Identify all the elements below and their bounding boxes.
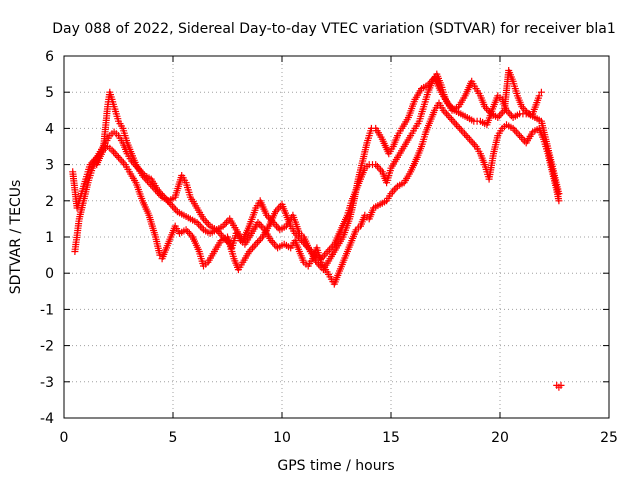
data-point	[196, 222, 204, 230]
data-point	[457, 126, 465, 134]
x-tick-label: 15	[382, 430, 400, 446]
data-point	[249, 244, 257, 252]
data-point	[461, 130, 469, 138]
y-tick-label: 2	[45, 194, 54, 210]
x-tick-label: 5	[169, 430, 178, 446]
x-tick-label: 20	[491, 430, 509, 446]
data-point	[449, 117, 457, 125]
y-tick-label: -1	[40, 302, 54, 318]
y-tick-label: 3	[45, 158, 54, 174]
data-point	[169, 202, 176, 210]
x-tick-label: 25	[600, 430, 618, 446]
data-point	[373, 162, 381, 170]
data-point	[254, 238, 261, 246]
chart-title: Day 088 of 2022, Sidereal Day-to-day VTE…	[52, 21, 615, 37]
y-tick-label: -2	[40, 339, 54, 355]
y-tick-label: 6	[45, 49, 54, 65]
data-point	[118, 157, 126, 165]
data-point	[496, 112, 503, 120]
data-point	[537, 88, 545, 96]
data-point	[535, 92, 543, 100]
y-tick-label: -3	[40, 375, 54, 391]
data-point	[470, 141, 478, 149]
y-tick-label: 0	[45, 266, 54, 282]
data-point	[467, 137, 475, 145]
data-point	[555, 190, 563, 198]
data-point	[514, 130, 522, 138]
axis-ticks: 0 5 10 15 20 25 -4 -3 -2 -1 0 1 2 3 4 5 6	[40, 49, 618, 446]
data-point	[469, 139, 477, 147]
data-point	[116, 155, 124, 163]
data-point	[255, 237, 263, 245]
data-point	[462, 132, 470, 140]
data-point	[184, 228, 192, 236]
data-point	[454, 123, 462, 131]
data-point	[115, 153, 122, 161]
data-point	[257, 222, 265, 230]
data-point	[222, 219, 230, 226]
data-point	[456, 124, 464, 132]
data-point	[451, 119, 459, 127]
series-track-c	[93, 74, 545, 274]
data-point	[119, 159, 127, 167]
data-point	[441, 108, 449, 116]
data-point	[557, 381, 565, 389]
data-point	[322, 249, 330, 257]
data-point	[507, 112, 515, 120]
data-point	[110, 148, 118, 156]
data-markers	[69, 67, 565, 391]
y-tick-label: 5	[45, 85, 54, 101]
data-point	[372, 161, 380, 169]
y-tick-label: 1	[45, 230, 54, 246]
series-outlier	[553, 381, 565, 391]
data-point	[147, 181, 155, 188]
x-tick-label: 10	[273, 430, 291, 446]
data-point	[512, 128, 520, 136]
x-tick-label: 0	[60, 430, 69, 446]
data-point	[452, 121, 460, 129]
data-point	[156, 251, 164, 259]
series-track-a	[69, 99, 563, 288]
data-point	[443, 110, 451, 118]
data-point	[375, 164, 383, 172]
y-tick-label: 4	[45, 121, 54, 137]
data-point	[555, 197, 563, 205]
data-point	[203, 219, 211, 226]
y-tick-label: -4	[40, 411, 54, 427]
data-point	[459, 128, 467, 136]
x-axis-label: GPS time / hours	[277, 458, 394, 474]
data-point	[444, 112, 452, 120]
data-point	[516, 132, 524, 140]
y-axis-label: SDTVAR / TECUs	[8, 180, 24, 295]
